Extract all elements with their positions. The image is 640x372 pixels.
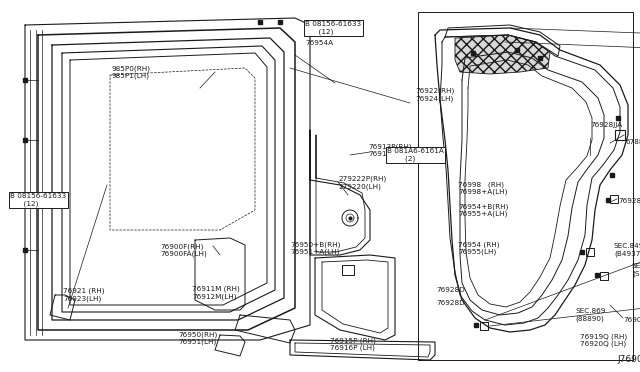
Text: 76911M (RH)
76912M(LH): 76911M (RH) 76912M(LH) bbox=[192, 286, 240, 300]
Text: SEC.849
(B4937): SEC.849 (B4937) bbox=[614, 243, 640, 257]
Text: 76950(RH)
76951(LH): 76950(RH) 76951(LH) bbox=[178, 331, 217, 345]
Bar bbox=[600, 272, 608, 280]
Bar bbox=[610, 195, 618, 203]
Polygon shape bbox=[455, 35, 550, 74]
Text: 67880E: 67880E bbox=[626, 139, 640, 145]
Text: 76906G: 76906G bbox=[623, 317, 640, 323]
Text: J76900LC: J76900LC bbox=[617, 356, 640, 365]
Text: SEC.849
(S1120M): SEC.849 (S1120M) bbox=[632, 263, 640, 277]
Text: 76913P(RH)
76914P(LH): 76913P(RH) 76914P(LH) bbox=[368, 143, 412, 157]
Bar bbox=[480, 322, 488, 330]
Text: 985P0(RH)
985P1(LH): 985P0(RH) 985P1(LH) bbox=[112, 65, 151, 79]
Text: SEC.869
(88890): SEC.869 (88890) bbox=[575, 308, 605, 322]
Text: 76928JJA: 76928JJA bbox=[590, 122, 622, 128]
Text: B 08156-61633
      (12): B 08156-61633 (12) bbox=[10, 193, 66, 207]
Text: 279222P(RH)
279220(LH): 279222P(RH) 279220(LH) bbox=[338, 176, 387, 190]
Bar bbox=[342, 265, 354, 275]
Text: 76954A: 76954A bbox=[305, 40, 333, 46]
Bar bbox=[615, 130, 625, 140]
Text: 76919Q (RH)
76920Q (LH): 76919Q (RH) 76920Q (LH) bbox=[580, 333, 627, 347]
Bar bbox=[586, 248, 594, 256]
Text: 76954+B(RH)
76955+A(LH): 76954+B(RH) 76955+A(LH) bbox=[458, 203, 508, 217]
Text: 76915P (RH)
76916P (LH): 76915P (RH) 76916P (LH) bbox=[330, 337, 376, 351]
Bar bbox=[418, 12, 633, 360]
Text: B 08156-61633
      (12): B 08156-61633 (12) bbox=[305, 21, 361, 35]
Text: 76921 (RH)
76923(LH): 76921 (RH) 76923(LH) bbox=[63, 288, 104, 302]
Text: 76998   (RH)
76998+A(LH): 76998 (RH) 76998+A(LH) bbox=[458, 181, 508, 195]
Text: 76928D: 76928D bbox=[436, 300, 465, 306]
Text: 76954 (RH)
76955(LH): 76954 (RH) 76955(LH) bbox=[458, 241, 499, 255]
Text: 76928D: 76928D bbox=[436, 287, 465, 293]
Text: B 081A6-6161A
        (2): B 081A6-6161A (2) bbox=[387, 148, 444, 162]
Text: 76928JJ: 76928JJ bbox=[618, 198, 640, 204]
Text: 76900F(RH)
76900FA(LH): 76900F(RH) 76900FA(LH) bbox=[160, 243, 207, 257]
Text: 76922(RH)
76924(LH): 76922(RH) 76924(LH) bbox=[415, 88, 454, 102]
Text: 76950+B(RH)
76951+A(LH): 76950+B(RH) 76951+A(LH) bbox=[290, 241, 340, 255]
